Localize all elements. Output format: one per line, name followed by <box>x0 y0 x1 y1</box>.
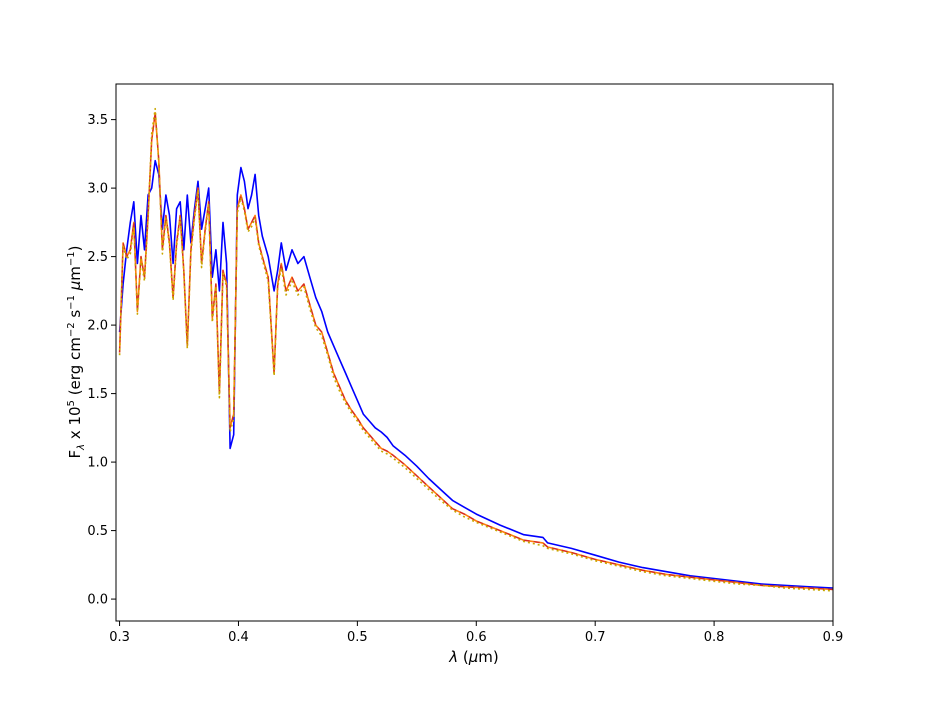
y-axis-label: Fλ x 105 (erg cm−2 s−1 μm−1) <box>66 246 87 459</box>
x-tick-label: 0.5 <box>347 630 368 645</box>
y-tick-label: 0.5 <box>87 524 108 539</box>
x-axis: 0.3 0.4 0.5 0.6 0.7 0.8 0.9 <box>109 621 843 645</box>
series-layer <box>118 107 833 592</box>
y-axis: 0.0 0.5 1.0 1.5 2.0 2.5 3.0 3.5 <box>87 113 116 608</box>
x-tick-label: 0.9 <box>823 630 844 645</box>
plot-frame <box>115 83 834 622</box>
y-tick-label: 2.0 <box>87 319 108 334</box>
y-tick-label: 1.0 <box>87 456 108 471</box>
series-line-1 <box>118 159 833 589</box>
x-tick-label: 0.3 <box>109 630 130 645</box>
series-line-3 <box>118 112 833 591</box>
x-tick-label: 0.6 <box>466 630 487 645</box>
x-axis-label: λ (μm) <box>448 648 499 666</box>
x-tick-label: 0.4 <box>228 630 249 645</box>
y-tick-label: 3.5 <box>87 113 108 128</box>
y-tick-label: 1.5 <box>87 387 108 402</box>
y-tick-label: 3.0 <box>87 182 108 197</box>
plot-background <box>116 84 833 621</box>
x-tick-label: 0.7 <box>585 630 606 645</box>
y-tick-label: 2.5 <box>87 250 108 265</box>
y-tick-label: 0.0 <box>87 593 108 608</box>
x-tick-label: 0.8 <box>704 630 725 645</box>
